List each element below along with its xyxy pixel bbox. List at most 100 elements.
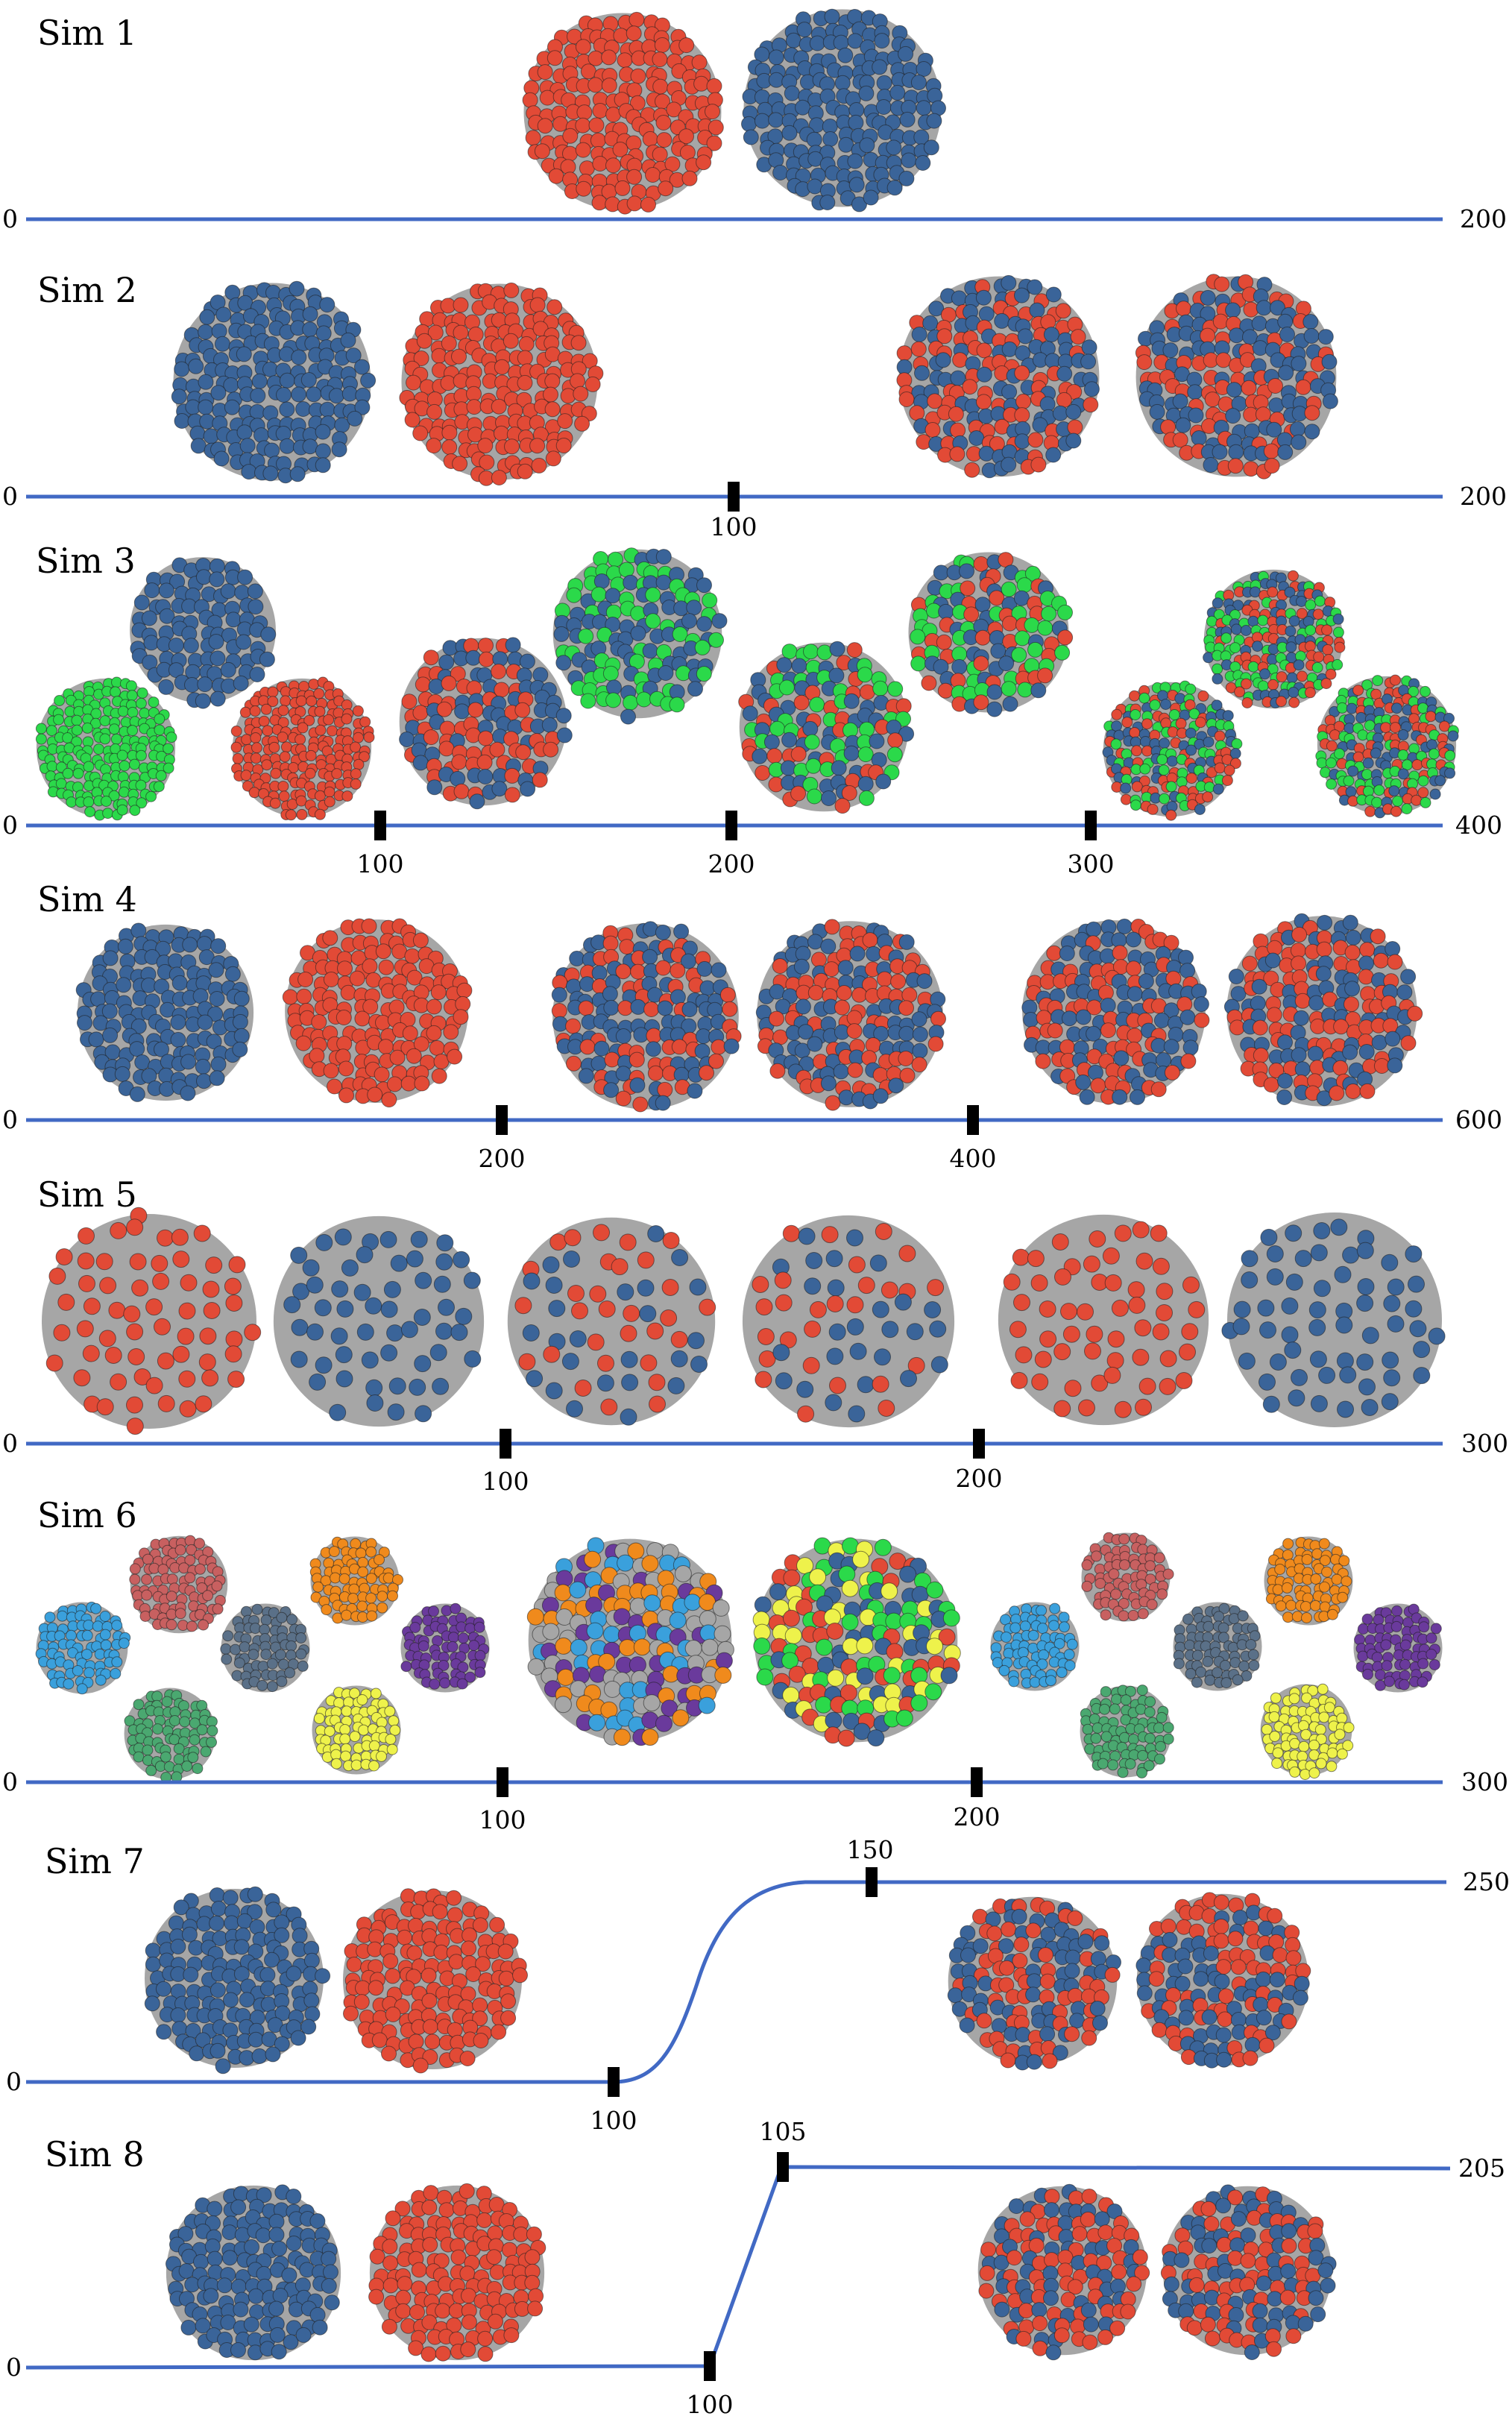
particle — [623, 694, 639, 711]
particle — [330, 1758, 342, 1770]
particle — [199, 1327, 217, 1345]
particle — [225, 1330, 243, 1348]
particle — [652, 78, 669, 95]
particle — [1125, 931, 1141, 948]
particle — [1179, 1009, 1196, 1025]
particle — [170, 1014, 186, 1031]
particle — [289, 466, 306, 482]
particle — [95, 1253, 113, 1271]
particle — [1276, 1089, 1293, 1105]
particle — [655, 549, 672, 565]
particle — [889, 84, 906, 101]
particle — [998, 655, 1015, 672]
particle — [701, 1638, 719, 1656]
particle — [658, 180, 674, 197]
particle — [426, 998, 442, 1015]
particle — [1358, 969, 1374, 985]
particle — [1014, 433, 1030, 450]
particle — [1150, 1037, 1167, 1054]
particle — [174, 413, 190, 429]
particle — [179, 1400, 197, 1418]
particle — [315, 424, 331, 440]
particle — [542, 1256, 560, 1274]
particle — [1187, 384, 1203, 400]
particle — [386, 1743, 398, 1755]
particle — [640, 1354, 658, 1372]
particle — [117, 705, 129, 717]
particle — [826, 1347, 844, 1365]
particle — [212, 1603, 224, 1615]
particle — [615, 1090, 631, 1107]
particle — [1269, 1353, 1287, 1371]
particle — [1037, 667, 1053, 684]
particle — [224, 966, 241, 982]
particle — [1364, 720, 1376, 732]
particle — [1156, 1052, 1172, 1068]
particle — [714, 1625, 731, 1643]
particle — [168, 1734, 180, 1746]
particle — [636, 691, 652, 708]
particle — [613, 1608, 631, 1626]
particle — [102, 808, 114, 820]
particle — [1413, 1367, 1431, 1385]
particle — [1417, 702, 1428, 714]
particle — [1035, 1053, 1051, 1069]
particle — [605, 692, 622, 708]
particle — [666, 101, 682, 118]
particle — [203, 428, 219, 444]
particle — [1373, 784, 1385, 796]
particle — [374, 1066, 390, 1083]
particle — [781, 732, 798, 748]
particle — [569, 950, 585, 966]
particle — [126, 1218, 144, 1236]
particle — [1176, 301, 1191, 317]
particle — [453, 324, 469, 341]
particle — [1337, 1591, 1349, 1603]
particle — [1127, 1028, 1143, 1044]
particle — [1342, 1044, 1358, 1060]
particle — [306, 386, 322, 403]
particle — [1289, 421, 1305, 437]
particle — [35, 733, 47, 745]
particle — [426, 438, 442, 454]
particle — [768, 112, 784, 128]
particle — [82, 1344, 100, 1362]
particle — [1131, 745, 1142, 757]
particle — [196, 1724, 208, 1736]
particle — [578, 1000, 594, 1016]
particle — [1194, 717, 1206, 729]
particle-cluster — [908, 552, 1074, 717]
particle — [203, 1302, 221, 1319]
particle-cluster — [742, 1215, 955, 1428]
particle — [807, 178, 823, 195]
particle — [1317, 914, 1333, 931]
particle — [1083, 397, 1099, 413]
particle — [363, 732, 375, 743]
particle — [825, 1711, 842, 1729]
particle — [104, 1347, 122, 1364]
particle — [1111, 708, 1123, 720]
particle — [1334, 1265, 1352, 1283]
particle-cluster — [1221, 1212, 1446, 1427]
particle — [251, 373, 268, 389]
particle — [1011, 647, 1027, 663]
particle — [341, 386, 358, 402]
particle — [202, 1590, 214, 1602]
particle — [576, 104, 593, 121]
particle — [171, 389, 187, 405]
particle — [520, 781, 536, 797]
particle — [83, 1298, 101, 1315]
particle — [896, 345, 913, 362]
particle — [100, 1639, 112, 1651]
particle — [1371, 796, 1383, 808]
particle — [805, 1252, 823, 1269]
particle — [313, 1713, 325, 1724]
particle — [642, 643, 658, 659]
particle — [250, 732, 262, 743]
particle — [1059, 1621, 1070, 1633]
particle — [1222, 710, 1234, 722]
particle — [1381, 1393, 1399, 1411]
particle — [684, 1594, 702, 1611]
particle — [642, 949, 658, 965]
